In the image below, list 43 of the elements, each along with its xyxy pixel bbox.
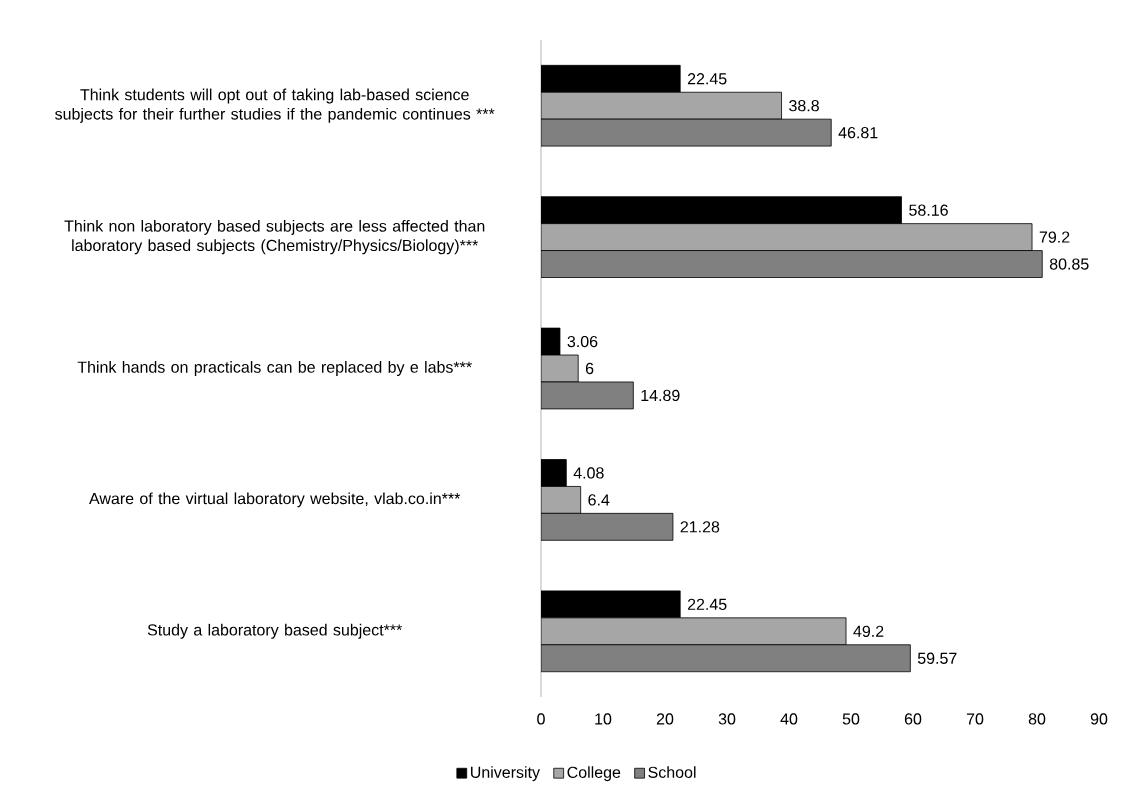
data-label: 6.4 bbox=[588, 494, 610, 506]
bar bbox=[541, 512, 674, 541]
bar bbox=[541, 617, 847, 646]
data-label: 14.89 bbox=[641, 389, 680, 402]
data-label: 6 bbox=[585, 362, 594, 375]
data-label: 80.85 bbox=[1049, 258, 1089, 270]
data-label: 22.45 bbox=[687, 598, 727, 611]
y-tick-label: Think students will opt out of taking lab-based science subjects for their further studies if the pandemic continues *** bbox=[55, 88, 495, 123]
data-label: 22.45 bbox=[687, 73, 727, 85]
x-tick-label: 60 bbox=[904, 713, 922, 725]
x-tick-label: 80 bbox=[1028, 713, 1046, 725]
x-tick-label: 30 bbox=[718, 713, 736, 725]
data-label: 79.2 bbox=[1039, 231, 1070, 243]
legend-label: School bbox=[648, 766, 696, 778]
data-label: 46.81 bbox=[838, 126, 878, 139]
x-tick-label: 20 bbox=[656, 713, 674, 725]
bar bbox=[541, 223, 1033, 251]
data-label: 58.16 bbox=[909, 204, 948, 216]
x-tick-label: 70 bbox=[966, 713, 984, 725]
x-tick-label: 90 bbox=[1090, 713, 1108, 725]
legend-label: College bbox=[567, 766, 621, 782]
bar bbox=[541, 250, 1043, 278]
data-label: 3.06 bbox=[567, 335, 598, 348]
bar bbox=[541, 118, 832, 147]
data-label: 38.8 bbox=[789, 100, 819, 112]
data-label: 59.57 bbox=[917, 652, 957, 664]
bar bbox=[541, 486, 582, 514]
data-label: 49.2 bbox=[853, 625, 884, 637]
x-tick-label: 10 bbox=[595, 713, 612, 725]
y-tick-label: Aware of the virtual laboratory website, vlab.co.in*** bbox=[89, 492, 461, 508]
y-tick-label: Think hands on practicals can be replaced by e labs*** bbox=[77, 361, 472, 376]
x-tick-label: 0 bbox=[537, 713, 545, 725]
bar bbox=[541, 381, 634, 410]
x-tick-label: 50 bbox=[842, 713, 860, 725]
x-tick-label: 40 bbox=[780, 713, 798, 725]
bar bbox=[541, 354, 579, 383]
data-label: 21.28 bbox=[680, 521, 720, 533]
y-tick-label: Think non laboratory based subjects are less affected than laboratory based subjects (Chemistry/Physics/Biology)*** bbox=[64, 219, 485, 255]
data-label: 4.08 bbox=[573, 467, 604, 479]
bar bbox=[541, 91, 782, 120]
bar bbox=[541, 644, 911, 673]
y-tick-label: Study a laboratory based subject*** bbox=[147, 623, 403, 639]
legend-label: University bbox=[471, 766, 540, 782]
